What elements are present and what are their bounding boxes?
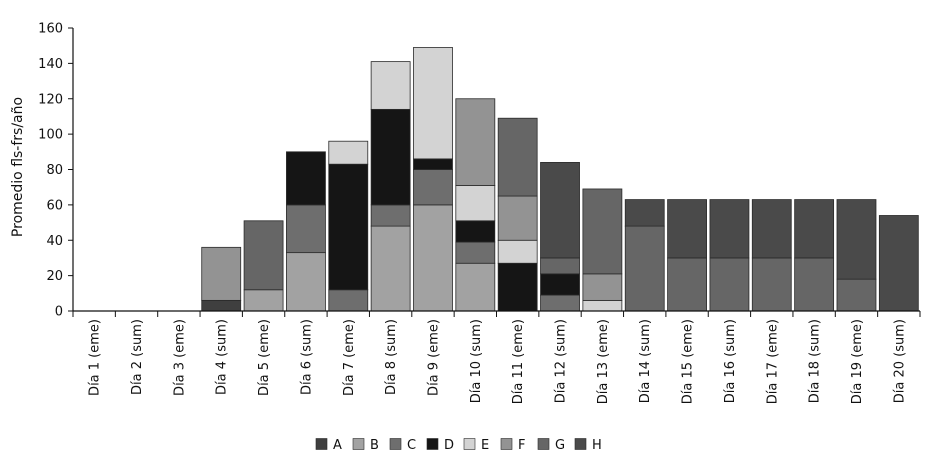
y-tick-label-0: 0 <box>55 305 63 320</box>
legend-label-C: C <box>407 438 416 453</box>
y-axis-title: Promedio fls-frs/año <box>10 97 26 237</box>
x-tick-label-13: Día 13 (eme) <box>596 319 611 404</box>
bar-segment-G-17 <box>751 257 792 312</box>
bar-segment-E-9 <box>413 47 453 160</box>
bar-segment-B-10 <box>455 262 496 312</box>
x-tick-labels-layer: Día 1 (eme) Día 2 (sum) Día 3 (eme) Día 4 (… <box>88 319 908 404</box>
y-tick-label-60: 60 <box>46 198 63 213</box>
y-tick-label-140: 140 <box>38 57 63 72</box>
bars-layer <box>201 47 919 312</box>
y-tick-label-40: 40 <box>46 234 63 249</box>
legend-swatch-H <box>574 438 587 450</box>
bar-segment-C-9 <box>413 169 453 206</box>
x-tick-label-11: Día 11 (eme) <box>511 319 526 404</box>
x-tick-label-8: Día 8 (sum) <box>384 319 399 395</box>
x-tick-label-18: Día 18 (sum) <box>808 319 823 403</box>
x-tick-label-3: Día 3 (eme) <box>172 319 187 396</box>
legend-label-B: B <box>370 438 379 453</box>
y-tick-label-120: 120 <box>38 92 63 107</box>
bar-segment-D-12 <box>540 273 580 296</box>
bar-segment-H-14 <box>624 199 665 227</box>
x-tick-label-10: Día 10 (sum) <box>469 319 484 403</box>
legend-swatch-F <box>500 438 513 450</box>
bar-segment-F-11 <box>497 195 538 241</box>
bar-segment-B-6 <box>286 252 326 312</box>
bar-segment-C-10 <box>455 241 496 264</box>
bar-segment-F-4 <box>201 246 242 301</box>
legend-label-A: A <box>333 438 342 453</box>
bar-segment-H-17 <box>751 199 792 259</box>
bar-segment-E-13 <box>582 299 623 312</box>
bar-segment-E-8 <box>370 61 411 110</box>
bar-segment-E-11 <box>497 239 538 264</box>
bar-segment-H-12 <box>540 162 580 259</box>
x-tick-label-4: Día 4 (sum) <box>215 319 230 395</box>
bar-segment-H-15 <box>667 199 707 259</box>
x-tick-label-15: Día 15 (eme) <box>681 319 696 404</box>
bar-segment-G-11 <box>497 117 538 197</box>
bar-segment-D-10 <box>455 220 496 243</box>
bar-segment-E-7 <box>328 140 369 165</box>
bar-segment-G-15 <box>667 257 707 312</box>
legend-swatch-A <box>315 438 328 450</box>
legend-swatch-B <box>352 438 365 450</box>
y-tick-label-80: 80 <box>46 163 63 178</box>
x-tick-label-7: Día 7 (eme) <box>342 319 357 396</box>
legend-swatch-C <box>389 438 402 450</box>
bar-segment-C-6 <box>286 204 326 254</box>
bar-segment-G-12 <box>540 257 580 275</box>
legend-label-E: E <box>481 438 489 453</box>
bar-segment-H-19 <box>836 199 877 280</box>
bar-segment-D-11 <box>497 262 538 312</box>
legend-label-D: D <box>444 438 454 453</box>
bar-segment-H-20 <box>878 215 919 312</box>
axes-layer <box>72 28 921 317</box>
x-tick-label-20: Día 20 (sum) <box>892 319 907 403</box>
bar-segment-G-16 <box>709 257 750 312</box>
bar-segment-B-9 <box>413 204 453 312</box>
x-tick-label-1: Día 1 (eme) <box>88 319 103 396</box>
x-tick-label-9: Día 9 (eme) <box>426 319 441 396</box>
legend-label-H: H <box>592 438 602 453</box>
x-tick-label-14: Día 14 (sum) <box>638 319 653 403</box>
bar-segment-H-18 <box>794 199 835 259</box>
bar-segment-E-10 <box>455 185 496 222</box>
legend-swatch-G <box>537 438 550 450</box>
x-tick-label-6: Día 6 (sum) <box>299 319 314 395</box>
legend-label-G: G <box>555 438 565 453</box>
legend-label-F: F <box>518 438 525 453</box>
y-tick-label-160: 160 <box>38 22 63 37</box>
x-tick-label-2: Día 2 (sum) <box>130 319 145 395</box>
bar-segment-C-8 <box>370 204 411 227</box>
bar-segment-A-4 <box>201 299 242 312</box>
bar-segment-G-19 <box>836 278 877 312</box>
bar-segment-D-9 <box>413 158 453 170</box>
y-tick-label-100: 100 <box>38 128 63 143</box>
bar-segment-D-7 <box>328 163 369 291</box>
y-ticks-layer: 0 20 40 60 80 100 120 140 160 <box>38 22 73 320</box>
bar-segment-D-6 <box>286 151 326 206</box>
bar-segment-B-5 <box>243 289 284 312</box>
bar-segment-C-12 <box>540 294 580 312</box>
x-tick-label-16: Día 16 (sum) <box>723 319 738 403</box>
bar-segment-D-8 <box>370 108 411 206</box>
legend-swatch-D <box>426 438 439 450</box>
bar-segment-B-8 <box>370 225 411 312</box>
bar-segment-G-13 <box>582 188 623 275</box>
x-tick-label-12: Día 12 (sum) <box>554 319 569 403</box>
bar-segment-G-5 <box>243 220 284 291</box>
x-tick-label-19: Día 19 (eme) <box>850 319 865 404</box>
y-tick-label-20: 20 <box>46 269 63 284</box>
bar-segment-G-14 <box>624 225 665 312</box>
legend: A B C D E F G H <box>315 438 602 453</box>
bar-segment-H-16 <box>709 199 750 259</box>
bar-segment-C-7 <box>328 289 369 312</box>
bar-segment-G-18 <box>794 257 835 312</box>
bar-segment-F-13 <box>582 273 623 301</box>
x-tick-label-5: Día 5 (eme) <box>257 319 272 396</box>
bar-segment-F-10 <box>455 98 496 186</box>
x-tick-label-17: Día 17 (eme) <box>765 319 780 404</box>
legend-swatch-E <box>463 438 476 450</box>
